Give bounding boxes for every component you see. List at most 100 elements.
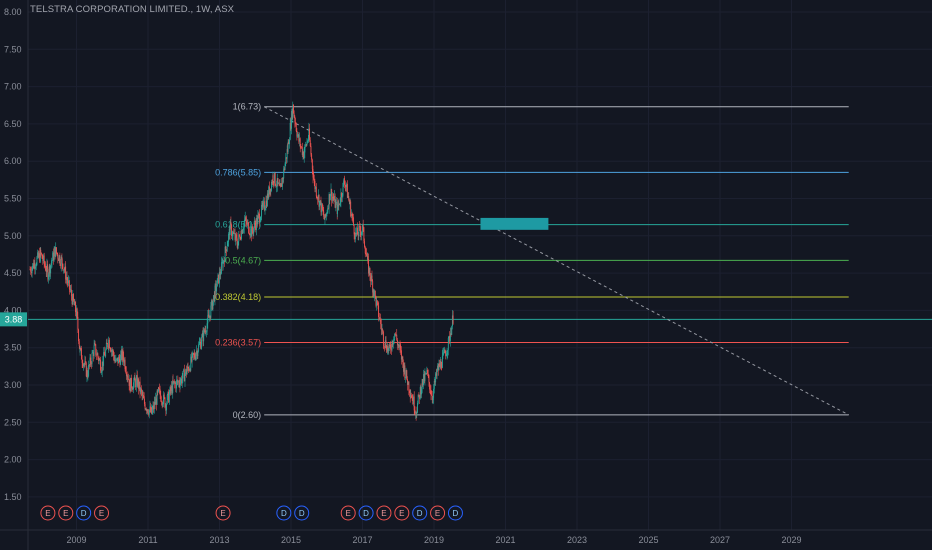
candle-body xyxy=(41,254,43,259)
candle-body xyxy=(63,269,65,271)
candle-body xyxy=(238,234,240,242)
candle xyxy=(398,343,400,351)
candle xyxy=(330,183,332,197)
candle xyxy=(132,386,134,390)
candle-body xyxy=(67,280,69,284)
candle xyxy=(450,327,452,337)
candle-body xyxy=(168,391,170,403)
candle-body xyxy=(172,379,174,383)
candle-body xyxy=(311,159,313,170)
candle-body xyxy=(421,388,422,395)
candle-body xyxy=(368,267,370,274)
candle xyxy=(43,252,45,269)
dividend-event-marker[interactable]: D xyxy=(276,505,292,521)
candle-body xyxy=(154,401,156,405)
candle-body xyxy=(328,194,330,209)
candle xyxy=(76,305,77,320)
candle xyxy=(196,345,197,361)
candle-body xyxy=(104,355,106,357)
earnings-event-marker[interactable]: E xyxy=(376,505,392,521)
candle-body xyxy=(158,387,159,392)
dividend-event-marker[interactable]: D xyxy=(76,505,92,521)
candle-body xyxy=(181,378,183,384)
candle-body xyxy=(120,350,122,355)
candle-body xyxy=(37,252,39,258)
candle xyxy=(443,347,445,356)
dividend-event-marker[interactable]: D xyxy=(358,505,374,521)
candle-body xyxy=(390,349,392,351)
earnings-event-marker[interactable]: E xyxy=(58,505,74,521)
candle xyxy=(276,173,278,192)
candle-body xyxy=(321,203,323,210)
candle-body xyxy=(122,349,124,357)
candle xyxy=(234,228,236,242)
candle xyxy=(280,182,282,187)
candle-body xyxy=(47,264,49,270)
candle xyxy=(367,253,369,264)
candle xyxy=(168,389,170,405)
dividend-event-marker[interactable]: D xyxy=(447,505,463,521)
candle xyxy=(34,257,36,275)
candle xyxy=(203,328,205,334)
candle xyxy=(116,358,117,362)
candle-body xyxy=(323,211,325,217)
candle-body xyxy=(251,226,253,237)
candle-body xyxy=(92,352,94,354)
candle xyxy=(356,222,358,235)
x-tick-label: 2013 xyxy=(209,535,229,545)
earnings-event-marker[interactable]: E xyxy=(340,505,356,521)
candle-body xyxy=(382,329,384,332)
candle xyxy=(116,357,118,362)
candle xyxy=(60,258,61,269)
candle xyxy=(264,205,266,215)
candle-body xyxy=(247,222,249,224)
candle-body xyxy=(414,410,416,414)
candle-body xyxy=(155,398,157,405)
candle xyxy=(428,374,430,387)
candle xyxy=(373,289,375,298)
candle xyxy=(212,300,214,312)
candle xyxy=(362,223,363,236)
candle-body xyxy=(437,365,439,371)
candle xyxy=(244,211,246,222)
earnings-event-marker[interactable]: E xyxy=(394,505,410,521)
candle-body xyxy=(346,183,348,198)
candle xyxy=(167,391,169,400)
candle-body xyxy=(341,193,343,198)
candle-body xyxy=(261,204,263,207)
candle-body xyxy=(427,369,428,374)
earnings-event-marker[interactable]: E xyxy=(215,505,231,521)
candle-body xyxy=(377,302,379,306)
candle xyxy=(202,327,204,347)
candle-body xyxy=(418,394,420,396)
candle xyxy=(271,179,272,193)
candle xyxy=(268,181,270,197)
earnings-event-marker[interactable]: E xyxy=(40,505,56,521)
candle xyxy=(121,348,123,363)
candle xyxy=(151,407,153,415)
candle xyxy=(285,152,287,167)
earnings-event-marker[interactable]: E xyxy=(430,505,446,521)
candle-body xyxy=(105,342,107,350)
earnings-event-marker[interactable]: E xyxy=(94,505,110,521)
candle-body xyxy=(78,341,80,347)
dividend-event-marker[interactable]: D xyxy=(294,505,310,521)
candle-body xyxy=(31,267,33,274)
candle-body xyxy=(138,381,140,389)
event-marker-circle xyxy=(58,505,74,521)
candle xyxy=(256,214,257,236)
candle-body xyxy=(40,253,42,255)
candle xyxy=(163,391,164,408)
candle xyxy=(131,374,132,392)
candle-body xyxy=(103,352,105,366)
dividend-event-marker[interactable]: D xyxy=(412,505,428,521)
candle xyxy=(308,122,310,142)
candle xyxy=(382,330,384,349)
candle-body xyxy=(200,341,202,349)
candle-body xyxy=(410,395,412,397)
candle-body xyxy=(147,409,149,413)
candle-body xyxy=(301,146,303,155)
candle-body xyxy=(339,202,341,205)
